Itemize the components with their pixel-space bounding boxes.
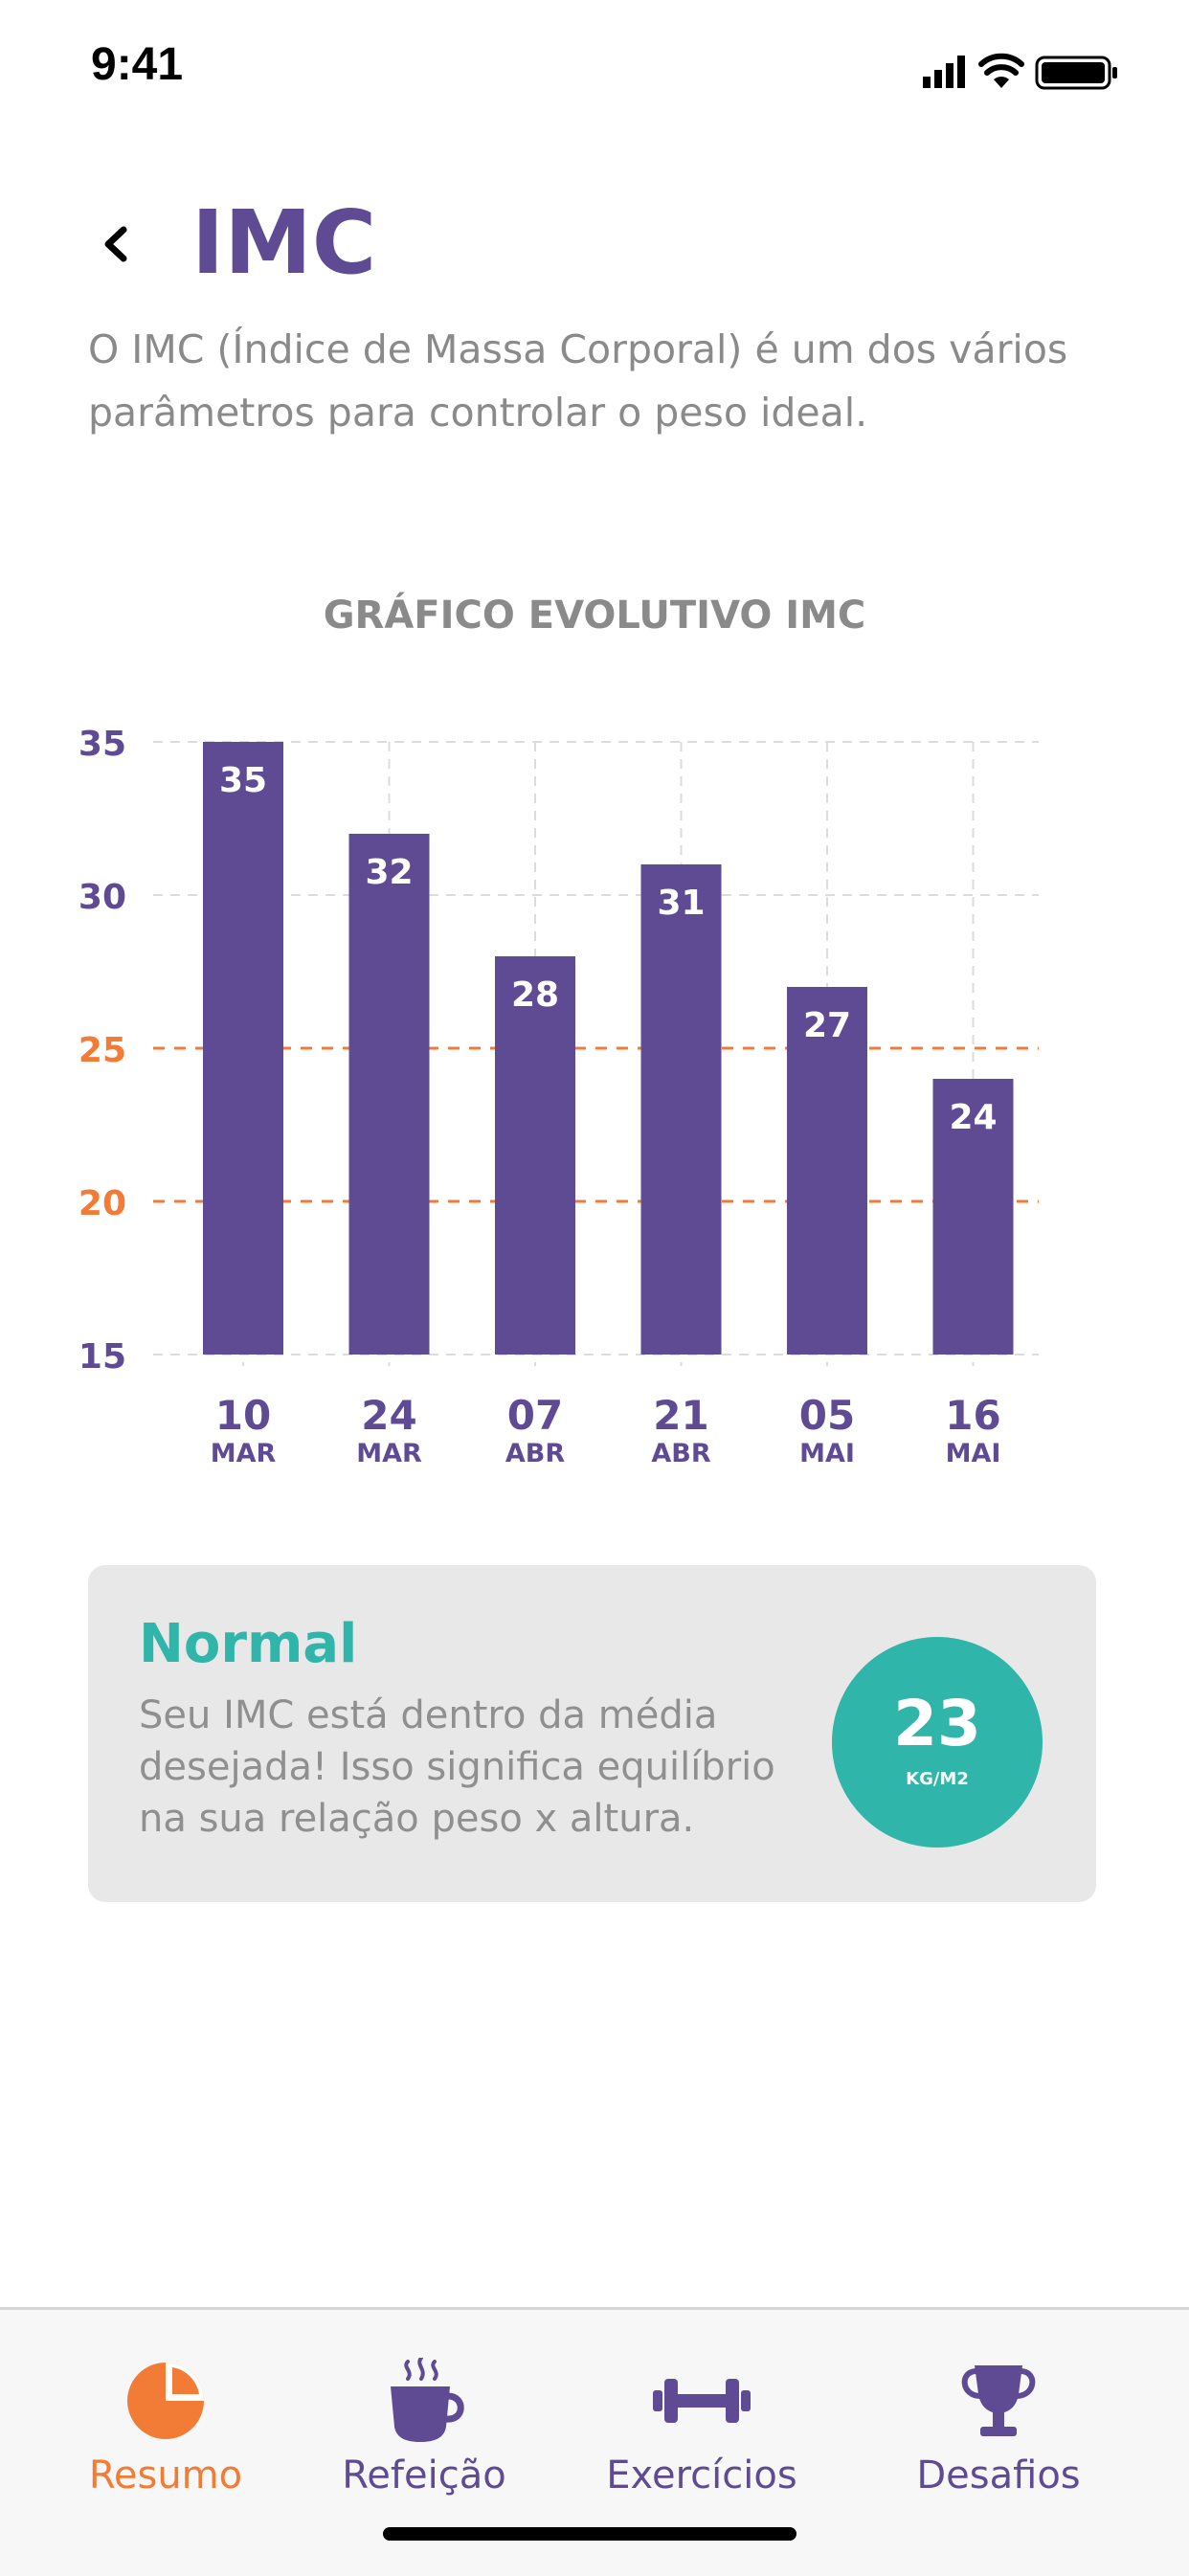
signal-icon: [923, 56, 965, 88]
status-bar: 9:41: [0, 0, 1189, 144]
chart-bar-value-label: 35: [219, 761, 267, 800]
tab-refeicao[interactable]: Refeição: [290, 2310, 558, 2501]
back-button[interactable]: [91, 211, 139, 278]
tab-label: Resumo: [88, 2453, 243, 2498]
chart-bar: [932, 1079, 1014, 1355]
chart-bar: [640, 864, 722, 1355]
chart-bar-value-label: 28: [511, 975, 559, 1015]
pie-chart-icon: [127, 2363, 204, 2439]
bmi-value-badge: 23 KG/M2: [832, 1637, 1043, 1848]
chart-y-tick-label: 25: [79, 1031, 126, 1070]
wifi-icon: [978, 53, 1024, 88]
bmi-result-card: Normal Seu IMC está dentro da média dese…: [88, 1565, 1096, 1902]
chart-x-tick-day: 24: [361, 1392, 416, 1439]
bmi-status-label: Normal: [139, 1613, 358, 1675]
chart-bar-value-label: 27: [803, 1006, 851, 1045]
coffee-cup-icon: [391, 2358, 464, 2442]
chart-x-tick-month: MAI: [799, 1439, 855, 1468]
chart-y-tick-label: 30: [79, 878, 126, 917]
chart-x-tick-day: 05: [799, 1392, 855, 1439]
chart-bar: [787, 987, 867, 1355]
chart-y-tick-label: 15: [79, 1337, 126, 1377]
chart-bar-value-label: 32: [365, 853, 413, 892]
tab-resumo[interactable]: Resumo: [32, 2310, 300, 2501]
dumbbell-icon: [653, 2379, 751, 2423]
chart-x-tick-day: 07: [507, 1392, 563, 1439]
chart-x-tick-day: 10: [215, 1392, 271, 1439]
chart-title: GRÁFICO EVOLUTIVO IMC: [323, 594, 866, 638]
chart-bar: [203, 742, 283, 1355]
tab-exercicios[interactable]: Exercícios: [568, 2310, 836, 2501]
bmi-status-description: Seu IMC está dentro da média desejada! I…: [139, 1693, 775, 1841]
chart-x-tick-day: 21: [653, 1392, 708, 1439]
page-title: IMC: [191, 191, 377, 294]
tab-label: Refeição: [342, 2453, 506, 2498]
bmi-value: 23: [893, 1687, 981, 1760]
battery-icon: [1035, 56, 1117, 90]
tab-label: Desafios: [916, 2453, 1081, 2498]
chart-x-tick-month: MAR: [211, 1439, 277, 1468]
bmi-unit: KG/M2: [906, 1769, 969, 1789]
chart-y-tick-label: 20: [79, 1184, 126, 1223]
chart-x-tick-month: ABR: [505, 1439, 565, 1468]
chart-bar-value-label: 24: [949, 1098, 997, 1137]
chart-bar: [348, 834, 430, 1355]
bmi-bar-chart: 35302520153510MAR3224MAR2807ABR3121ABR27…: [79, 725, 1039, 1468]
tab-label: Exercícios: [606, 2453, 797, 2498]
chart-bar-value-label: 31: [657, 884, 705, 923]
chart-x-tick-month: MAI: [946, 1439, 1001, 1468]
chevron-left-icon: [104, 226, 127, 262]
chart-x-tick-month: MAR: [356, 1439, 422, 1468]
tab-desafios[interactable]: Desafios: [864, 2310, 1133, 2501]
status-icons: [921, 48, 1132, 100]
chart-x-tick-day: 16: [945, 1392, 1000, 1439]
page-subtitle: O IMC (Índice de Massa Corporal) é um do…: [88, 326, 1068, 436]
chart-bar: [495, 956, 575, 1355]
home-indicator: [383, 2527, 796, 2541]
status-time: 9:41: [91, 39, 184, 90]
chart-x-tick-month: ABR: [651, 1439, 710, 1468]
chart-y-tick-label: 35: [79, 725, 126, 764]
trophy-icon: [961, 2365, 1036, 2436]
